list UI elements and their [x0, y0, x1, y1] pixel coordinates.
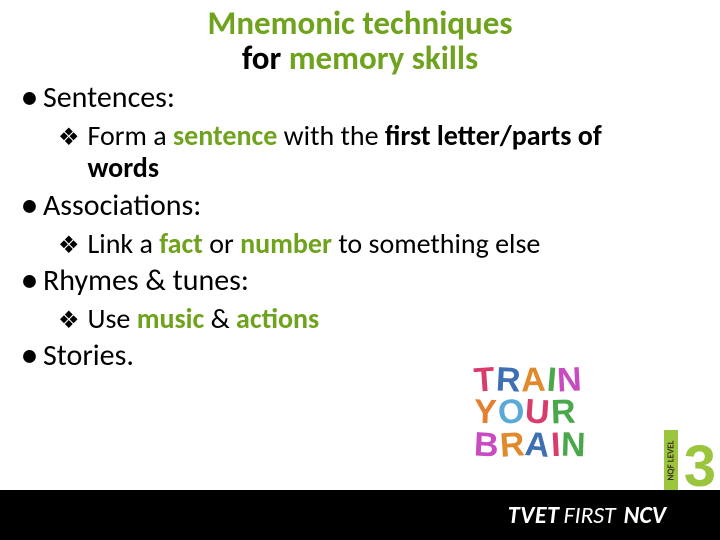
sub-text-frag: or — [203, 226, 240, 261]
sub-text: Link a fact or number to something else — [88, 228, 541, 260]
title-line-1: Mnemonic techniques — [0, 6, 720, 41]
sub-text-frag: Use — [88, 301, 137, 336]
bullet-dot-icon: • — [22, 341, 37, 371]
content-area: • Sentences: ❖ Form a sentence with the … — [0, 75, 720, 372]
footer-first: FIRST — [563, 501, 615, 530]
bullet-rhymes: • Rhymes & tunes: — [22, 264, 698, 297]
sub-text-frag: music — [137, 301, 205, 336]
slide-title: Mnemonic techniques for memory skills — [0, 0, 720, 75]
bullet-text: Sentences: — [43, 81, 175, 114]
level-number: 3 — [684, 438, 716, 496]
slide: Mnemonic techniques for memory skills • … — [0, 0, 720, 540]
diamond-bullet-icon: ❖ — [58, 234, 80, 258]
sub-text: Use music & actions — [88, 303, 320, 335]
sub-text-frag: fact — [159, 226, 203, 261]
sub-text-frag: number — [240, 226, 332, 261]
sub-text-frag: Link a — [88, 226, 160, 261]
diamond-bullet-icon: ❖ — [58, 309, 80, 333]
sub-text-frag: sentence — [173, 118, 277, 153]
bullet-text: Associations: — [43, 189, 201, 222]
title-line-2-plain: for — [242, 38, 289, 78]
graphic-line: YOUR — [474, 396, 652, 428]
graphic-letter: Y — [473, 396, 498, 429]
bullet-dot-icon: • — [22, 266, 37, 296]
graphic-line: TRAIN — [474, 364, 652, 396]
sub-sentences: ❖ Form a sentence with the first letter/… — [22, 120, 698, 184]
bullet-sentences: • Sentences: — [22, 81, 698, 114]
title-line-2: for memory skills — [0, 41, 720, 76]
graphic-letter: R — [550, 396, 577, 429]
sub-text-frag: actions — [236, 301, 319, 336]
sub-text-frag: Form a — [88, 118, 173, 153]
nqf-level-tab: NQF LEVEL — [664, 430, 678, 490]
graphic-letter: A — [524, 428, 552, 462]
bullet-text: Stories. — [43, 339, 134, 372]
bullet-dot-icon: • — [22, 83, 37, 113]
bullet-dot-icon: • — [22, 191, 37, 221]
sub-text: Form a sentence with the first letter/pa… — [88, 120, 643, 184]
bullet-associations: • Associations: — [22, 189, 698, 222]
sub-text-frag: with the — [277, 118, 385, 153]
sub-text-frag: & — [204, 301, 236, 336]
bullet-text: Rhymes & tunes: — [43, 264, 249, 297]
graphic-letter: N — [561, 428, 588, 461]
footer-tvet: TVET — [508, 501, 560, 530]
nqf-label: NQF LEVEL — [666, 440, 677, 480]
graphic-letter: B — [473, 428, 500, 462]
diamond-bullet-icon: ❖ — [58, 126, 80, 150]
sub-rhymes: ❖ Use music & actions — [22, 303, 698, 335]
train-your-brain-graphic: TRAINYOURBRAIN — [474, 355, 652, 470]
footer-bar: TVET FIRST NCV — [0, 490, 720, 540]
title-line-2-accent: memory skills — [289, 38, 479, 78]
sub-text-frag: to something else — [332, 226, 540, 261]
sub-associations: ❖ Link a fact or number to something els… — [22, 228, 698, 260]
graphic-letter: R — [498, 428, 526, 462]
graphic-line: BRAIN — [474, 429, 652, 461]
footer-ncv: NCV — [624, 501, 666, 530]
